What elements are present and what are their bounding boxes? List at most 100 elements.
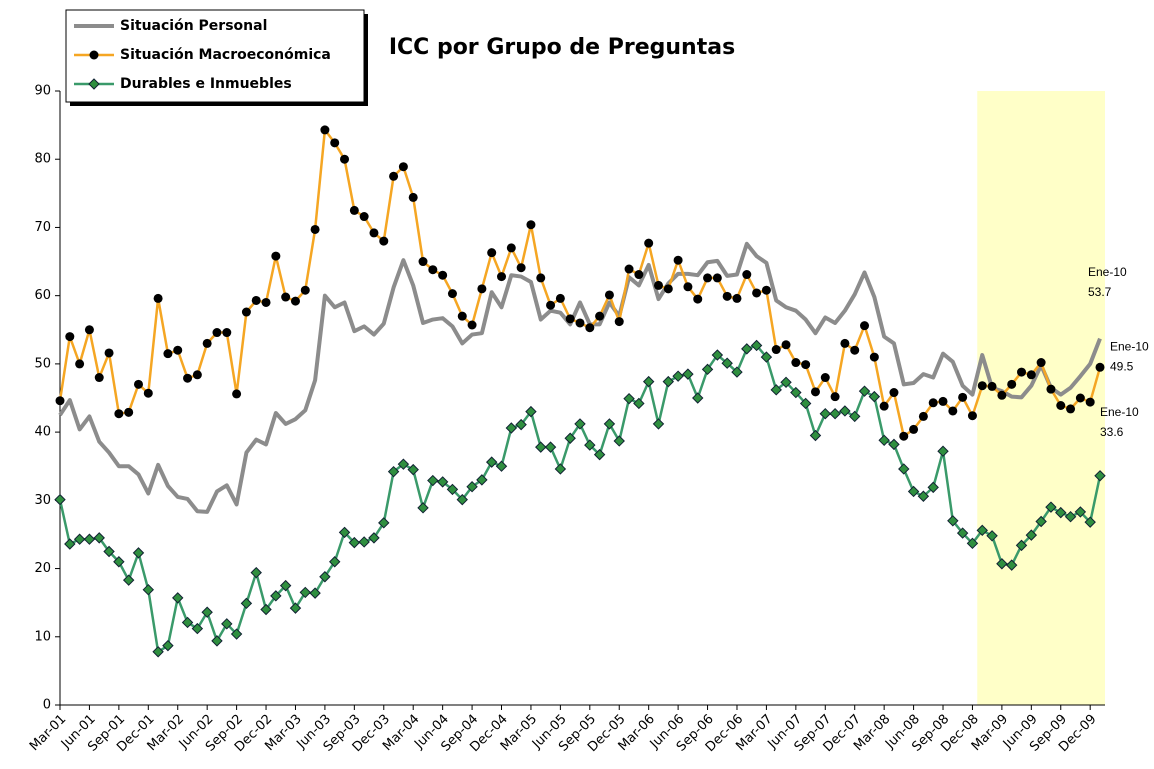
- data-point: [996, 558, 1008, 570]
- data-point: [966, 537, 979, 550]
- data-point: [947, 515, 959, 527]
- data-point: [330, 138, 340, 148]
- data-point: [456, 493, 468, 506]
- data-point: [299, 586, 311, 599]
- data-point: [418, 257, 428, 267]
- data-point: [840, 338, 850, 348]
- data-point: [878, 434, 890, 447]
- data-point: [163, 349, 173, 359]
- data-point: [555, 293, 565, 303]
- data-point: [790, 386, 802, 399]
- data-point: [554, 463, 567, 475]
- data-point: [250, 566, 262, 579]
- annotation-label: Ene-10: [1100, 405, 1139, 419]
- data-point: [564, 432, 576, 444]
- data-point: [967, 411, 977, 421]
- data-point: [703, 273, 713, 283]
- data-point: [251, 295, 261, 305]
- data-point: [997, 390, 1007, 400]
- data-point: [544, 441, 557, 453]
- data-point: [732, 293, 742, 303]
- data-point: [536, 273, 546, 283]
- data-point: [673, 255, 683, 265]
- data-point: [1075, 393, 1085, 403]
- data-point: [212, 328, 222, 338]
- annotation-label: Ene-10: [1110, 339, 1149, 353]
- data-point: [349, 205, 359, 215]
- data-point: [124, 407, 134, 417]
- legend-label: Durables e Inmuebles: [120, 76, 292, 92]
- data-point: [65, 332, 75, 342]
- data-point: [781, 340, 791, 350]
- legend-marker: [88, 78, 100, 90]
- data-point: [104, 348, 114, 358]
- data-point: [752, 288, 762, 298]
- data-point: [398, 162, 408, 172]
- data-point: [711, 349, 724, 361]
- data-point: [183, 373, 193, 383]
- data-point: [977, 381, 987, 391]
- data-point: [701, 363, 714, 376]
- data-point: [103, 545, 115, 558]
- data-point: [741, 343, 753, 355]
- data-point: [682, 368, 694, 380]
- data-point: [379, 236, 389, 246]
- data-point: [604, 290, 614, 300]
- data-point: [142, 583, 155, 596]
- data-point: [761, 285, 771, 295]
- data-point: [633, 397, 645, 410]
- data-point: [466, 480, 478, 493]
- legend-box: [65, 9, 365, 103]
- data-point: [1064, 510, 1077, 523]
- data-point: [1074, 506, 1087, 518]
- data-point: [172, 592, 184, 604]
- data-point: [389, 171, 399, 181]
- data-point: [898, 463, 910, 475]
- data-point: [623, 392, 635, 405]
- data-point: [662, 375, 675, 388]
- data-point: [222, 328, 232, 338]
- data-point: [143, 388, 153, 398]
- y-tick-label: 50: [34, 356, 51, 371]
- data-point: [820, 373, 830, 383]
- annotation-label: Ene-10: [1088, 265, 1127, 279]
- data-point: [487, 248, 497, 258]
- data-point: [55, 396, 65, 406]
- data-point: [221, 618, 233, 630]
- data-point: [477, 284, 487, 294]
- data-point: [485, 456, 498, 468]
- data-point: [850, 345, 860, 355]
- data-point: [320, 125, 330, 135]
- data-point: [663, 284, 673, 294]
- y-tick-label: 90: [34, 84, 51, 99]
- data-point: [535, 441, 547, 453]
- legend-label: Situación Personal: [120, 18, 267, 34]
- data-point: [260, 603, 272, 616]
- series-line: [58, 128, 1102, 438]
- data-point: [917, 490, 930, 502]
- data-point: [64, 538, 76, 550]
- data-point: [271, 251, 281, 261]
- data-point: [329, 556, 341, 568]
- y-tick-label: 10: [34, 629, 51, 644]
- data-point: [1095, 362, 1105, 372]
- data-point: [240, 597, 253, 610]
- data-point: [83, 533, 96, 545]
- value-label: 53.7: [1088, 285, 1112, 299]
- data-point: [310, 224, 320, 234]
- data-point: [94, 373, 104, 383]
- data-point: [742, 270, 752, 280]
- data-point: [683, 282, 693, 292]
- data-point: [270, 590, 282, 602]
- data-point: [869, 352, 879, 362]
- data-point: [574, 418, 586, 430]
- data-point: [516, 263, 526, 273]
- x-tick-label: Mar-01: [27, 712, 69, 754]
- data-point: [300, 285, 310, 295]
- data-point: [417, 502, 429, 514]
- data-point: [791, 358, 801, 368]
- y-tick-label: 30: [34, 493, 51, 508]
- highlight-band: [977, 91, 1105, 705]
- data-point: [918, 411, 928, 421]
- data-point: [956, 527, 969, 539]
